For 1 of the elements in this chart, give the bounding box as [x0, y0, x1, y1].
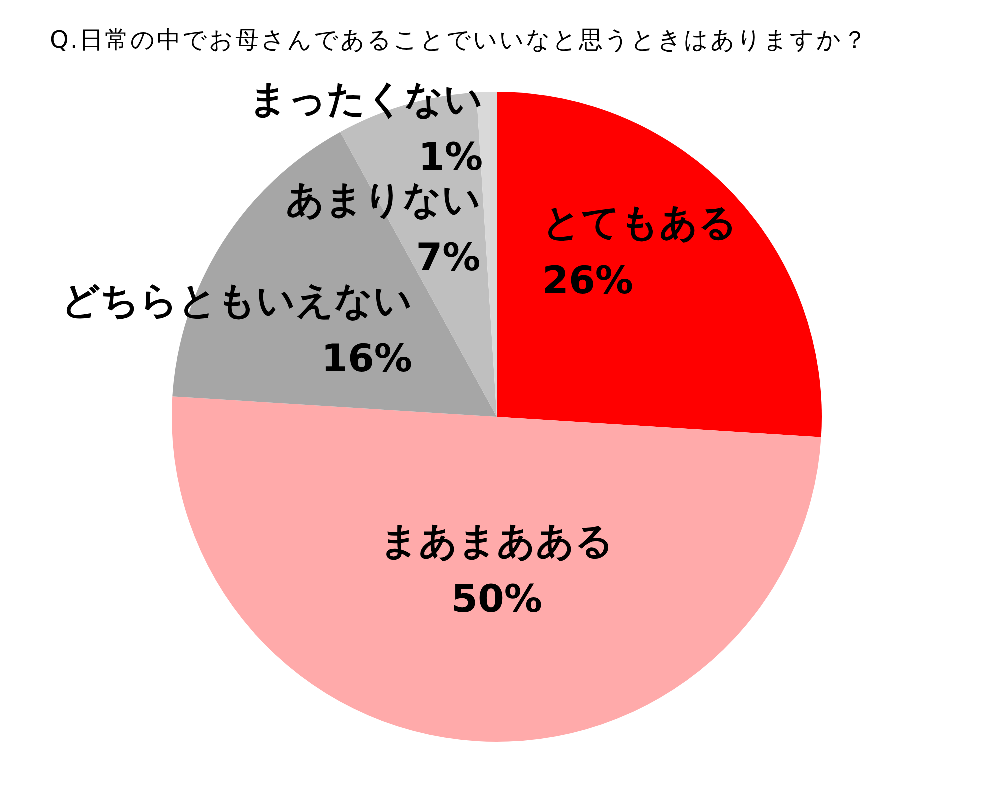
title: Q.日常の中でお母さんであることでいいなと思うときはありますか？: [50, 26, 869, 54]
